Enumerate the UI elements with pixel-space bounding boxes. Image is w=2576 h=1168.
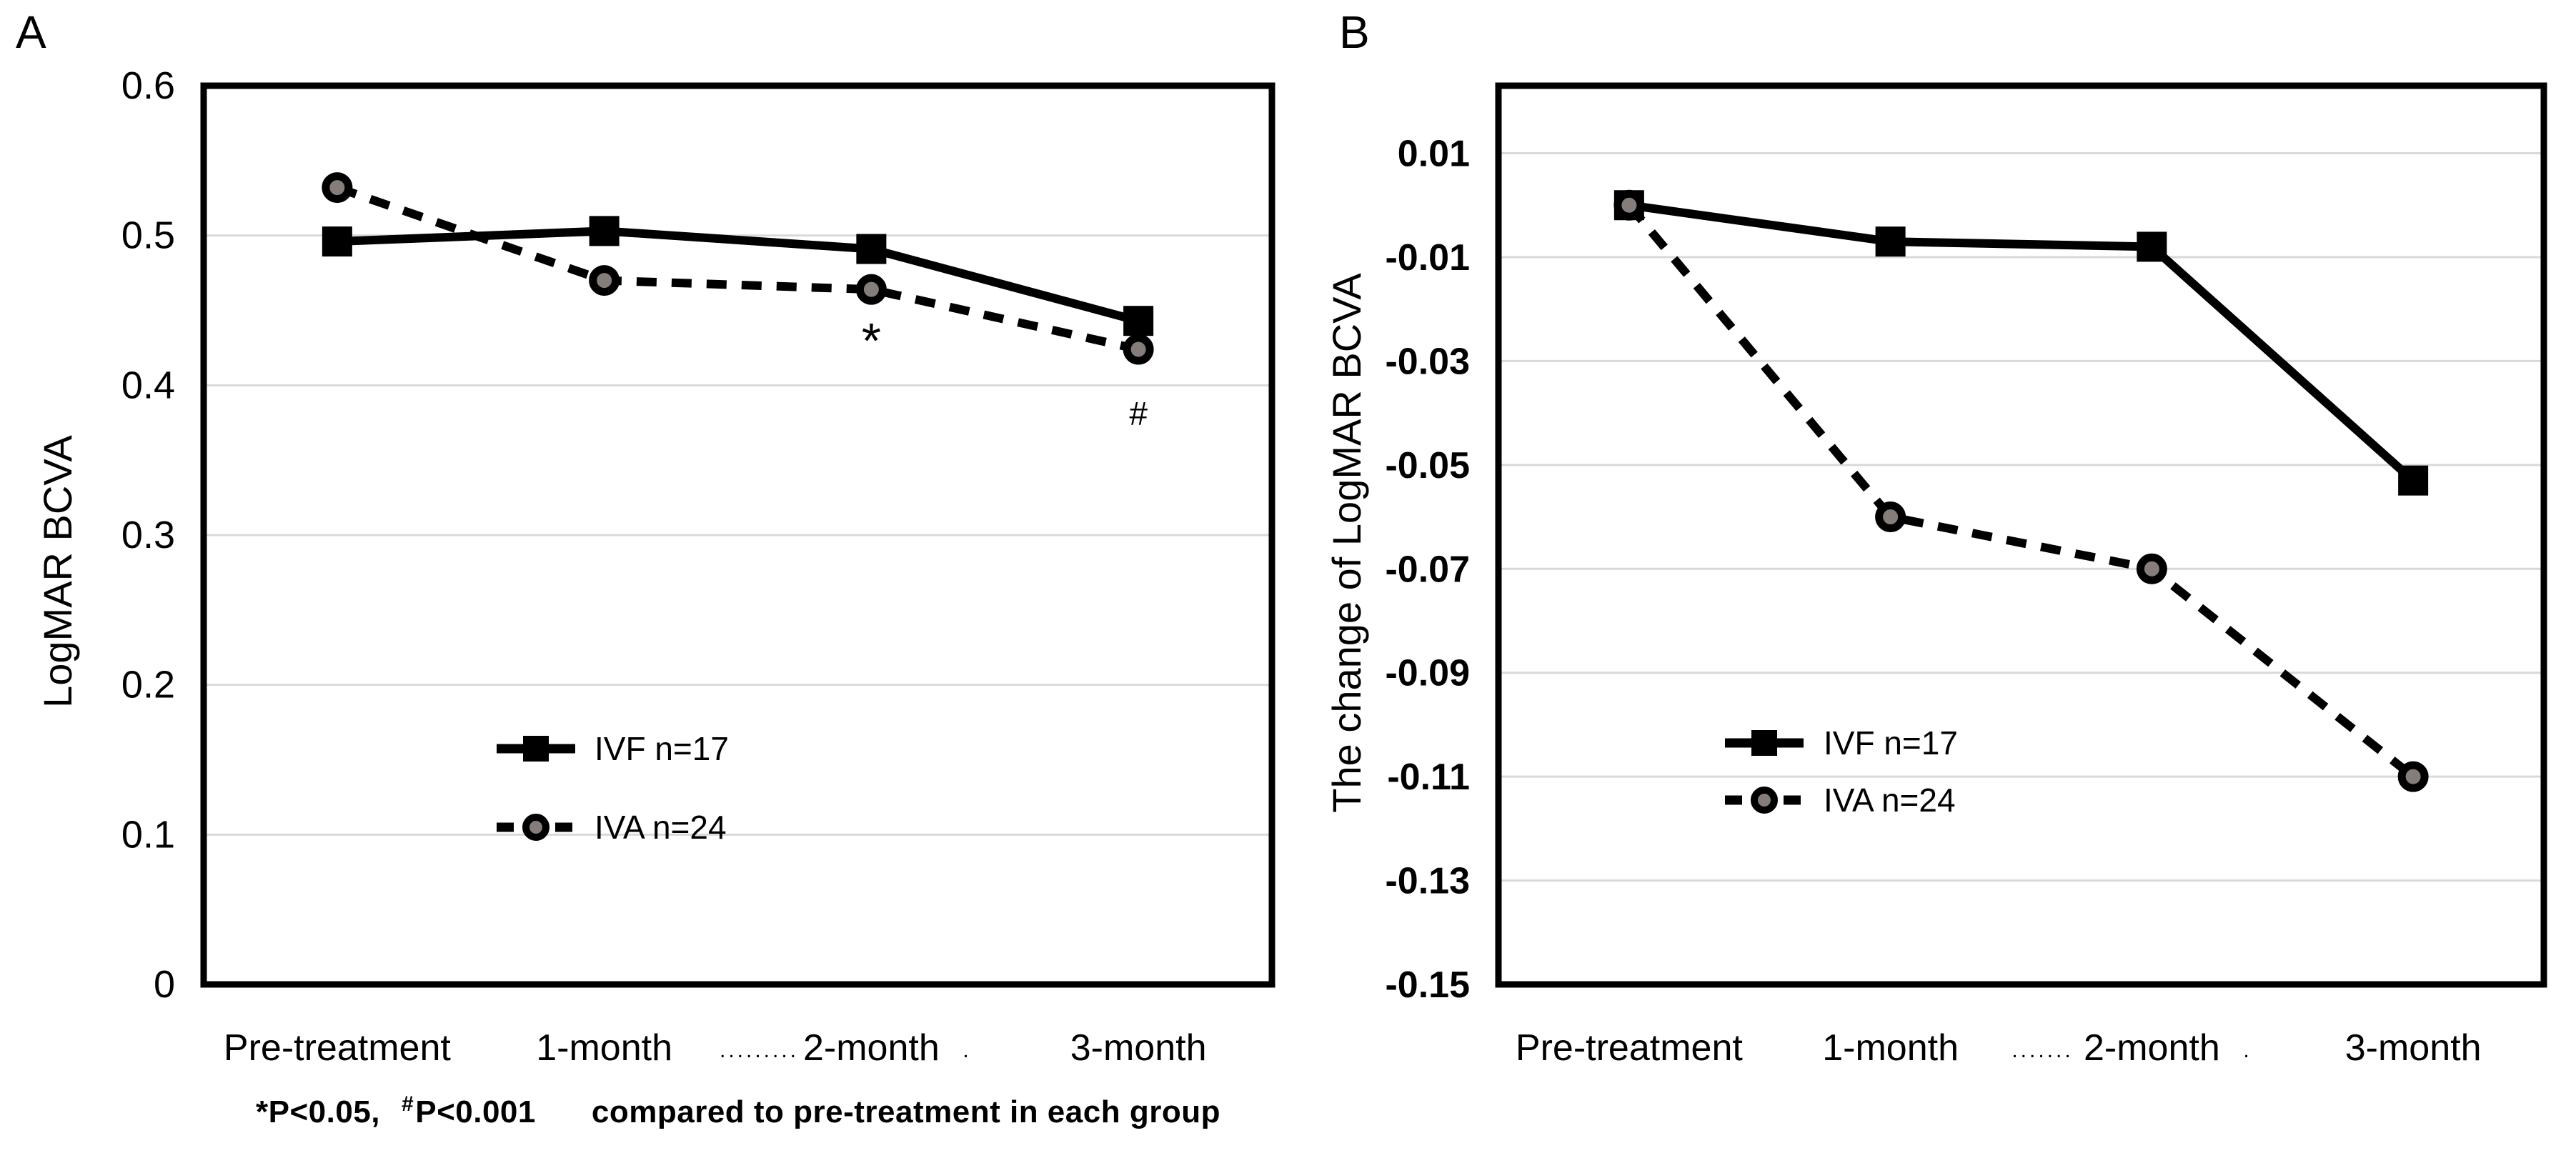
panel-b-letter: B — [1339, 6, 1370, 58]
y-tick-label: 0.01 — [1398, 134, 1470, 175]
y-tick-label: 0 — [154, 963, 175, 1006]
y-tick-label: -0.07 — [1385, 549, 1470, 590]
iva-n-24-line — [335, 183, 1140, 354]
panel-b-chart: 0.01 -0.01 -0.03 -0.05 -0.07 -0.09 -0.11 -0.13 -… — [1324, 82, 2547, 1069]
y-tick-label: 0.1 — [121, 813, 175, 856]
legend-marker-iva-n-24 — [522, 814, 549, 841]
significance-star: * — [862, 313, 881, 369]
ivf-n-17-marker-1-month — [1875, 226, 1906, 257]
ivf-n-17-marker-pre-treatment — [322, 226, 352, 257]
legend-label-iva-n-24: IVA n=24 — [1824, 782, 1956, 819]
y-tick-label: 0.3 — [121, 514, 175, 556]
legend-marker-ivf-n-17 — [523, 736, 549, 762]
footnote-pvalue-hash: P<0.001 — [415, 1094, 536, 1129]
y-tick-label: -0.05 — [1385, 445, 1470, 486]
y-tick-label: -0.13 — [1385, 861, 1470, 902]
iva-n-24-marker-2-month — [855, 274, 887, 305]
legend-label-ivf-n-17: IVF n=17 — [595, 730, 729, 767]
footnote-comparison-text: compared to pre-treatment in each group — [591, 1094, 1220, 1129]
ivf-n-17-marker-3-month — [2398, 465, 2429, 496]
y-tick-label: 0.6 — [121, 64, 175, 107]
legend-marker-iva-n-24 — [1751, 787, 1778, 814]
footnote-pvalue-star: *P<0.05, — [256, 1094, 381, 1129]
y-axis-title: LogMAR BCVA — [35, 434, 80, 707]
iva-n-24-marker-3-month — [2397, 761, 2429, 792]
y-tick-label: -0.09 — [1385, 653, 1470, 694]
x-axis-label-1-month: 1-month — [1822, 1027, 1959, 1069]
panel-a: A 0 0.1 0.2 0.3 0.4 0.5 0.6 Pre-treatment 1-mont… — [16, 6, 1275, 1130]
xlabel-leader-dots: ......... — [720, 1039, 799, 1062]
x-axis-label-3-month: 3-month — [1070, 1027, 1207, 1069]
x-axis-label-pre-treatment: Pre-treatment — [224, 1027, 451, 1069]
panel-a-chart: 0 0.1 0.2 0.3 0.4 0.5 0.6 Pre-treatment 1-month 2… — [35, 64, 1275, 1069]
footnote-hash-symbol: # — [402, 1092, 414, 1116]
y-tick-label: 0.4 — [121, 364, 175, 406]
y-axis-title: The change of LogMAR BCVA — [1324, 273, 1369, 813]
iva-n-24-marker-pre-treatment — [1613, 189, 1645, 221]
ivf-n-17-marker-1-month — [589, 216, 620, 246]
x-axis-label-pre-treatment: Pre-treatment — [1516, 1027, 1743, 1069]
y-tick-label: 0.2 — [121, 664, 175, 707]
ivf-n-17-marker-2-month — [2137, 231, 2167, 262]
plot-border — [200, 82, 1275, 988]
legend-label-iva-n-24: IVA n=24 — [595, 809, 727, 846]
ivf-n-17-marker-3-month — [1123, 306, 1154, 336]
panel-b: B 0.01 -0.01 -0.03 -0.05 -0.07 -0.09 -0.11 -0.1… — [1288, 0, 2576, 1168]
y-tick-label: 0.5 — [121, 214, 175, 257]
footnote: *P<0.05, #P<0.001 compared to pre-treatmen… — [256, 1092, 1220, 1130]
significance-hash: # — [1129, 395, 1148, 432]
ivf-n-17-marker-2-month — [856, 234, 887, 264]
x-axis-label-2-month: 2-month — [803, 1027, 940, 1069]
xlabel-trailing-dot: . — [963, 1039, 968, 1062]
iva-n-24-marker-3-month — [1123, 334, 1154, 365]
ivf-n-17-line — [1628, 201, 2417, 484]
plot-border — [1495, 82, 2547, 988]
legend-label-ivf-n-17: IVF n=17 — [1824, 724, 1958, 762]
y-tick-label: -0.01 — [1385, 237, 1470, 279]
x-axis-label-3-month: 3-month — [2345, 1027, 2482, 1069]
iva-n-24-marker-1-month — [1875, 501, 1906, 533]
y-tick-label: -0.15 — [1385, 964, 1470, 1006]
x-axis-label-1-month: 1-month — [536, 1027, 672, 1069]
y-tick-label: -0.11 — [1387, 757, 1470, 798]
xlabel-trailing-dot: . — [2243, 1039, 2249, 1062]
iva-n-24-marker-pre-treatment — [322, 172, 353, 204]
xlabel-leader-dots: ....... — [2011, 1039, 2073, 1062]
x-axis-label-2-month: 2-month — [2084, 1027, 2220, 1069]
iva-n-24-marker-1-month — [589, 265, 620, 296]
ivf-n-17-line — [337, 226, 1140, 325]
panel-a-letter: A — [16, 6, 46, 58]
iva-n-24-marker-2-month — [2136, 553, 2167, 584]
iva-n-24-line — [1626, 202, 2416, 780]
legend-marker-ivf-n-17 — [1751, 730, 1777, 756]
y-tick-label: -0.03 — [1385, 341, 1470, 382]
